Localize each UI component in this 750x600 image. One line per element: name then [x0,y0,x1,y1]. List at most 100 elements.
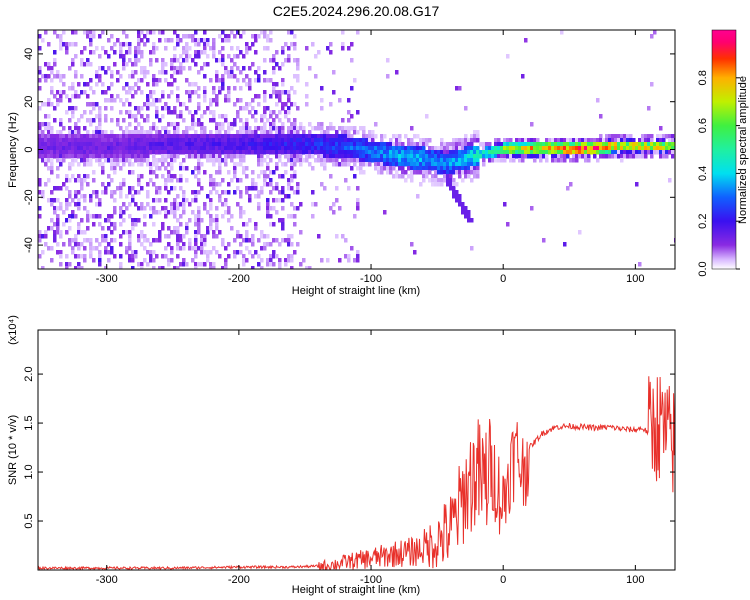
spectrogram-cell [353,174,357,179]
spectrogram-cell [338,258,342,263]
spectrogram-cell [137,262,141,267]
spectrogram-cell [152,98,156,103]
spectrogram-cell [278,94,282,99]
spectrogram-cell [287,110,291,115]
spectrogram-cell [350,138,354,143]
spectrogram-cell [224,130,228,135]
spectrogram-cell [458,142,462,147]
spectrogram-cell [386,162,390,167]
spectrogram-cell [125,50,129,55]
spectrogram-cell [149,50,153,55]
spectrogram-cell [83,90,87,95]
spectrogram-cell [470,246,474,251]
spectrogram-cell [536,142,540,147]
spectrogram-cell [83,230,87,235]
spectrogram-cell [191,138,195,143]
spectrogram-cell [269,242,273,247]
spectrogram-cell [233,174,237,179]
spectrogram-cell [89,110,93,115]
spectrogram-cell [170,158,174,163]
spectrogram-cell [647,106,651,111]
spectrogram-cell [569,142,573,147]
spectrogram-cell [89,214,93,219]
spectrogram-cell [362,158,366,163]
spectrogram-cell [536,150,540,155]
spectrogram-cell [101,30,105,35]
spectrogram-cell [104,150,108,155]
spectrogram-cell [56,206,60,211]
spectrogram-cell [251,146,255,151]
spectrogram-cell [86,102,90,107]
spectrogram-cell [65,150,69,155]
spectrogram-cell [317,158,321,163]
spectrogram-cell [158,234,162,239]
spectrogram-cell [428,178,432,183]
spectrogram-cell [92,138,96,143]
spectrogram-cell [158,146,162,151]
spectrogram-cell [353,150,357,155]
spectrogram-cell [59,122,63,127]
spectrogram-cell [65,230,69,235]
spectrogram-cell [299,142,303,147]
spectrogram-cell [608,146,612,151]
spectrogram-cell [458,198,462,203]
spectrogram-cell [296,154,300,159]
spectrogram-cell [65,186,69,191]
spectrogram-cell [53,238,57,243]
spectrogram-cell [68,106,72,111]
spectrogram-cell [74,158,78,163]
spectrogram-cell [137,78,141,83]
spectrogram-cell [326,158,330,163]
spectrogram-cell [344,146,348,151]
spectrogram-cell [353,162,357,167]
spectrogram-cell [89,154,93,159]
spectrogram-cell [140,262,144,267]
spectrogram-cell [95,114,99,119]
spectrogram-cell [443,146,447,151]
spectrogram-cell [83,254,87,259]
spectrogram-cell [422,142,426,147]
spectrogram-cell [449,154,453,159]
spectrogram-cell [641,134,645,139]
spectrogram-cell [245,174,249,179]
spectrogram-cell [269,254,273,259]
spectrogram-cell [140,66,144,71]
spectrogram-cell [68,238,72,243]
spectrogram-cell [182,198,186,203]
spectrogram-cell [137,158,141,163]
spectrogram-cell [242,262,246,267]
spectrogram-cell [194,238,198,243]
spectrogram-cell [122,154,126,159]
spectrogram-cell [320,182,324,187]
spectrogram-cell [248,194,252,199]
spectrogram-cell [311,154,315,159]
spectrogram-cell [341,126,345,131]
spectrogram-cell [164,126,168,131]
spectrogram-cell [581,154,585,159]
spectrogram-cell [224,34,228,39]
spectrogram-cell [671,134,675,139]
spectrogram-cell [110,158,114,163]
spectrogram-cell [119,206,123,211]
spectrogram-cell [149,166,153,171]
spectrogram-cell [644,134,648,139]
spectrogram-cell [263,94,267,99]
spectrogram-cell [266,150,270,155]
spectrogram-cell [212,90,216,95]
spectrogram-cell [161,90,165,95]
spectrogram-cell [170,186,174,191]
spectrogram-cell [200,186,204,191]
spectrogram-cell [476,154,480,159]
spectrogram-cell [149,250,153,255]
spectrogram-cell [101,82,105,87]
spectrogram-cell [38,78,42,83]
spectrogram-cell [446,170,450,175]
spectrogram-cell [356,254,360,259]
spectrogram-cell [290,166,294,171]
spectrogram-cell [122,58,126,63]
spectrogram-cell [122,30,126,35]
spectrogram-cell [311,138,315,143]
spectrogram-cell [350,114,354,119]
spectrogram-cell [383,166,387,171]
